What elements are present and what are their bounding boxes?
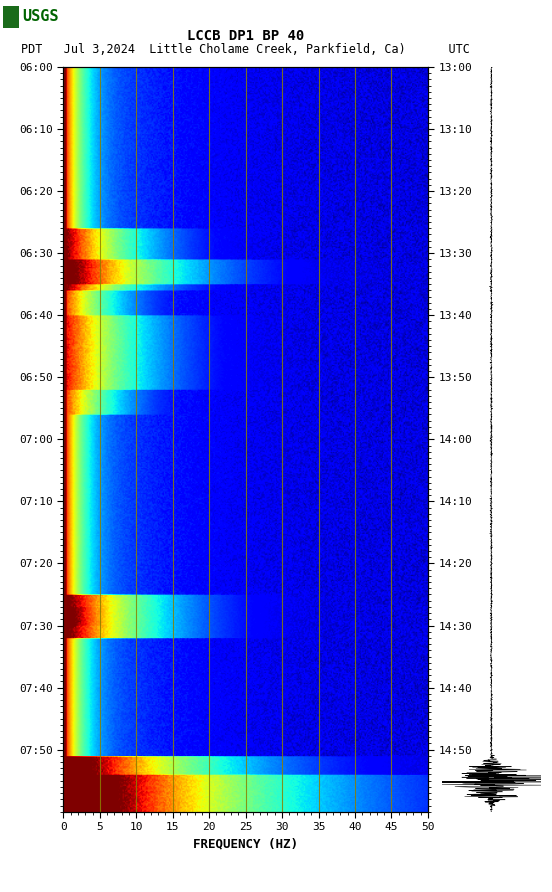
Text: PDT   Jul 3,2024  Little Cholame Creek, Parkfield, Ca)      UTC: PDT Jul 3,2024 Little Cholame Creek, Par… <box>21 44 470 56</box>
Text: LCCB DP1 BP 40: LCCB DP1 BP 40 <box>187 29 304 43</box>
X-axis label: FREQUENCY (HZ): FREQUENCY (HZ) <box>193 838 298 851</box>
FancyBboxPatch shape <box>3 5 19 29</box>
Text: USGS: USGS <box>23 10 59 24</box>
